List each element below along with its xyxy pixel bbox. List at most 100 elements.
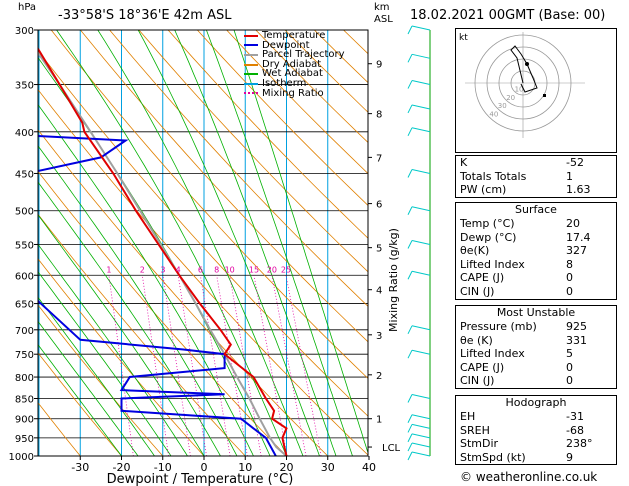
stat-row: CAPE (J) 0 — [456, 271, 616, 285]
dry-adiabat-line — [197, 30, 368, 206]
mixing-ratio-line — [108, 275, 134, 456]
stat-value: 0 — [566, 374, 573, 388]
legend-swatch — [244, 82, 258, 85]
wind-barb-flag — [407, 80, 413, 89]
wet-adiabat-line — [206, 30, 353, 456]
wind-barb-flag — [407, 25, 413, 35]
dry-adiabat-line — [226, 30, 368, 175]
hodograph-ring-label: 30 — [498, 102, 507, 110]
stat-value: 0 — [566, 271, 573, 285]
wet-adiabat-line — [174, 30, 337, 456]
dry-adiabat-line — [38, 129, 329, 456]
legend-label: Wet Adiabat — [262, 68, 323, 80]
stat-label: θe(K) — [460, 244, 490, 258]
wind-barb — [411, 325, 431, 331]
x-tick-label: -30 — [71, 461, 89, 474]
x-axis-label: Dewpoint / Temperature (°C) — [107, 472, 294, 486]
legend-label: Dry Adiabat — [262, 58, 322, 70]
x-tick-label: 40 — [362, 461, 376, 474]
wind-barb — [411, 206, 431, 212]
mixing-ratio-line — [216, 275, 248, 456]
wind-barb — [411, 80, 431, 86]
mixing-ratio-line — [271, 275, 307, 456]
wind-barb — [411, 25, 431, 31]
legend-swatch — [244, 34, 258, 37]
wind-barb-flag — [407, 451, 413, 461]
location-title: -33°58'S 18°36'E 42m ASL — [58, 8, 232, 23]
pressure-tick-label: 500 — [15, 207, 34, 218]
stat-value: 1 — [566, 169, 573, 183]
stat-label: Lifted Index — [460, 257, 525, 271]
legend-item: Mixing Ratio — [244, 88, 345, 99]
dry-adiabat-line — [50, 30, 368, 379]
km-tick-label: 4 — [376, 286, 382, 297]
stat-row: PW (cm) 1.63 — [456, 183, 616, 197]
stat-value: 20 — [566, 217, 580, 230]
wet-adiabat-line — [38, 145, 238, 456]
stat-value: 0 — [566, 360, 573, 374]
mixing-ratio-line — [162, 275, 191, 456]
stat-label: CIN (J) — [460, 374, 495, 388]
wind-profile — [407, 25, 431, 461]
wind-barb-flag — [407, 442, 413, 452]
stat-value: 925 — [566, 320, 587, 333]
x-tick-label: 10 — [238, 461, 252, 474]
stat-label: StmDir — [460, 437, 499, 451]
wet-adiabat-line — [38, 243, 188, 456]
wind-barb-flag — [407, 414, 413, 423]
wind-barb — [411, 394, 431, 399]
dry-adiabat-line — [38, 89, 368, 456]
stat-label: θe (K) — [460, 333, 493, 347]
pressure-tick-label: 700 — [15, 326, 34, 337]
pressure-tick-label: 1000 — [9, 452, 34, 463]
x-tick-label: 20 — [280, 461, 294, 474]
stat-row: EH -31 — [456, 410, 616, 424]
wet-adiabat-line — [38, 56, 271, 456]
dry-adiabat-line — [38, 304, 164, 456]
mixing-ratio-label: 4 — [176, 265, 181, 274]
x-tick-label: -10 — [154, 461, 172, 474]
hodograph-unit-label: kt — [459, 33, 468, 43]
stat-value: 17.4 — [566, 230, 591, 244]
wind-barb-flag — [407, 325, 413, 335]
wind-barb-flag — [407, 271, 413, 280]
legend-item: Dewpoint — [244, 40, 345, 51]
skewt-grid — [38, 30, 368, 456]
legend-item: Isotherm — [244, 79, 345, 89]
mixing-ratio-label: 15 — [249, 265, 259, 274]
pressure-tick-label: 850 — [15, 394, 34, 405]
stat-label: K — [460, 156, 468, 169]
wet-adiabat-line — [233, 30, 368, 455]
pressure-tick-label: 900 — [15, 415, 34, 426]
dry-adiabat-line — [38, 402, 81, 456]
wind-barb-flag — [407, 206, 413, 215]
legend-swatch — [244, 92, 258, 95]
wet-adiabat-line — [38, 214, 205, 456]
stat-row: StmSpd (kt) 9 — [456, 451, 616, 465]
mixing-ratio-label: 20 — [267, 265, 277, 274]
stat-value: 9 — [566, 450, 573, 464]
stat-row: Dewp (°C) 17.4 — [456, 231, 616, 245]
km-tick-label: 8 — [376, 110, 382, 121]
legend-swatch — [244, 73, 258, 76]
skewt-axes: 1 2 3 4 6 8 10 15 20 2530035040045050055060065070… — [9, 26, 401, 474]
stat-value: 5 — [566, 347, 573, 361]
stat-row: Lifted Index 5 — [456, 347, 616, 361]
most-unstable-table: Most Unstable Pressure (mb) 925 θe (K) 331 L… — [455, 305, 617, 389]
legend-item: Dry Adiabat — [244, 58, 345, 70]
wind-barb — [411, 442, 431, 448]
stat-row: CIN (J) 0 — [456, 374, 616, 388]
pressure-tick-label: 400 — [15, 128, 34, 139]
most-unstable-title: Most Unstable — [496, 306, 576, 319]
stat-value: -52 — [566, 156, 584, 169]
dry-adiabat-line — [138, 30, 368, 273]
legend: Temperature Dewpoint Parcel Trajectory Dry … — [244, 31, 345, 98]
stat-row: StmDir 238° — [456, 437, 616, 451]
legend-label: Isotherm — [262, 77, 307, 89]
hodograph-table: Hodograph EH -31 SREH -68 StmDir 238° StmSpd (… — [455, 395, 617, 466]
km-tick-label: LCL — [382, 443, 401, 454]
stat-label: EH — [460, 410, 476, 423]
legend-label: Temperature — [262, 30, 326, 41]
mixing-ratio-line — [199, 275, 231, 456]
